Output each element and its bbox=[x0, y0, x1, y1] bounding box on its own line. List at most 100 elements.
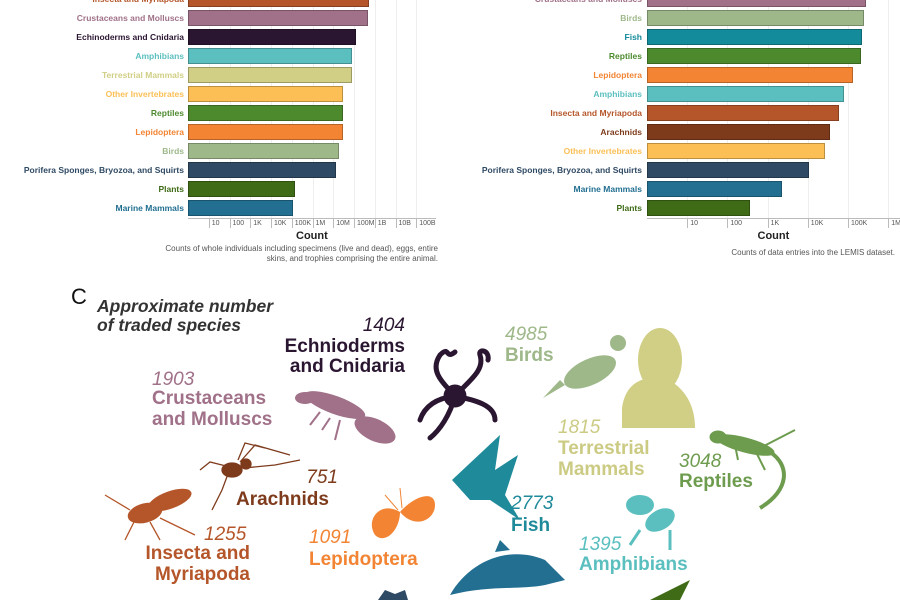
x-tick-label: 1K bbox=[770, 220, 780, 227]
x-axis-line bbox=[647, 218, 900, 219]
x-tick-label: 10K bbox=[274, 220, 287, 227]
x-tick-label: 100 bbox=[232, 220, 245, 227]
skunk-icon bbox=[622, 328, 695, 428]
panel-c-letter: C bbox=[71, 284, 87, 309]
crustaceans-count: 1903 bbox=[152, 369, 195, 390]
category-label: Insecta and Myriapoda bbox=[92, 0, 184, 4]
category-label: Terrestrial Mammals bbox=[101, 70, 184, 80]
category-label: Insecta and Myriapoda bbox=[550, 108, 642, 118]
chart-caption: skins, and trophies comprising the entir… bbox=[266, 253, 438, 263]
tick-mark bbox=[250, 219, 252, 228]
category-label: Lepidoptera bbox=[135, 127, 184, 137]
spider-icon bbox=[199, 442, 301, 511]
bar-insecta-and-myriapoda bbox=[647, 105, 840, 121]
bar-insecta-and-myriapoda bbox=[188, 0, 370, 7]
category-label: Birds bbox=[620, 13, 642, 23]
lepidoptera-name: Lepidoptera bbox=[309, 549, 418, 570]
crustaceans-name-line1: Crustaceans bbox=[152, 388, 267, 409]
bird-icon bbox=[543, 335, 626, 398]
tick-mark bbox=[271, 219, 272, 228]
x-axis-title: Count bbox=[296, 230, 328, 242]
x-tick-label: 10 bbox=[211, 220, 220, 227]
bar-birds bbox=[647, 10, 864, 26]
dolphin-icon bbox=[450, 540, 565, 595]
category-label: Plants bbox=[616, 203, 642, 213]
fish-count: 2773 bbox=[511, 493, 554, 514]
bar-arachnids bbox=[647, 124, 830, 140]
reptiles-count: 3048 bbox=[679, 451, 722, 472]
bar-amphibians bbox=[188, 48, 352, 64]
tick-mark bbox=[229, 219, 231, 228]
x-tick-label: 10B bbox=[398, 220, 411, 227]
fern-icon bbox=[650, 580, 690, 600]
birds-count: 4985 bbox=[505, 324, 548, 345]
bar-plants bbox=[647, 200, 750, 216]
x-tick-label: 10M bbox=[336, 220, 350, 227]
bar-marine-mammals bbox=[647, 181, 783, 197]
amphibians-name: Amphibians bbox=[579, 554, 688, 575]
x-axis-line bbox=[188, 218, 436, 219]
category-label: Porifera Sponges, Bryozoa, and Squirts bbox=[481, 165, 642, 175]
gridline bbox=[354, 0, 355, 218]
category-label: Reptiles bbox=[608, 51, 642, 61]
lepidoptera-count: 1091 bbox=[309, 527, 352, 548]
tick-mark bbox=[333, 219, 335, 228]
insecta-name-line1: Insecta and bbox=[145, 543, 250, 564]
category-label: Crustaceans and Molluscs bbox=[535, 0, 642, 4]
bar-porifera-sponges-bryozoa-and-squirts bbox=[188, 162, 336, 178]
tick-mark bbox=[848, 219, 849, 228]
amphibians-count: 1395 bbox=[579, 534, 622, 555]
tick-mark bbox=[416, 219, 418, 228]
panel-c-title-line1: Approximate number bbox=[97, 296, 273, 316]
gridline bbox=[395, 0, 397, 218]
category-label: Echinoderms and Cnidaria bbox=[76, 32, 184, 42]
sponge-icon bbox=[378, 590, 408, 600]
tick-mark bbox=[208, 219, 210, 228]
tick-mark bbox=[767, 219, 769, 228]
terrestrial-name-line1: Terrestrial bbox=[558, 438, 650, 459]
arachnids-count: 751 bbox=[306, 467, 338, 488]
crustaceans-name-line2: and Molluscs bbox=[152, 409, 273, 430]
category-label: Other Invertebrates bbox=[563, 146, 642, 156]
bar-marine-mammals bbox=[188, 200, 294, 216]
tick-mark bbox=[354, 219, 355, 228]
x-tick-label: 100 bbox=[730, 220, 743, 227]
bar-echinoderms-and-cnidaria bbox=[188, 29, 356, 45]
category-label: Birds bbox=[162, 146, 184, 156]
insect-icon bbox=[104, 488, 196, 541]
butterfly-icon bbox=[371, 487, 435, 539]
gridline bbox=[374, 0, 376, 218]
category-label: Porifera Sponges, Bryozoa, and Squirts bbox=[23, 165, 184, 175]
bar-terrestrial-mammals bbox=[188, 67, 352, 83]
x-tick-label: 1B bbox=[377, 220, 387, 227]
bar-lepidoptera bbox=[647, 67, 853, 83]
x-tick-label: 10 bbox=[690, 220, 698, 227]
tick-mark bbox=[395, 219, 397, 228]
category-label: Plants bbox=[158, 184, 184, 194]
gridline bbox=[848, 0, 849, 218]
insecta-name-line2: Myriapoda bbox=[154, 564, 250, 585]
brittle-star-icon bbox=[417, 348, 498, 441]
x-tick-label: 1M bbox=[315, 220, 326, 227]
bar-other-invertebrates bbox=[188, 86, 344, 102]
x-tick-label: 100K bbox=[294, 220, 312, 227]
bar-porifera-sponges-bryozoa-and-squirts bbox=[647, 162, 810, 178]
category-label: Fish bbox=[624, 32, 642, 42]
x-tick-label: 10K bbox=[810, 220, 824, 227]
tick-mark bbox=[687, 219, 689, 228]
category-label: Arachnids bbox=[600, 127, 642, 137]
chart-caption: Counts of data entries into the LEMIS da… bbox=[731, 248, 895, 257]
bar-crustaceans-and-molluscs bbox=[188, 10, 368, 26]
category-label: Amphibians bbox=[593, 89, 642, 99]
gridline bbox=[888, 0, 890, 218]
bar-crustaceans-and-molluscs bbox=[647, 0, 866, 7]
x-tick-label: 100M bbox=[357, 220, 375, 227]
bar-birds bbox=[188, 143, 339, 159]
bar-lepidoptera bbox=[188, 124, 344, 140]
fish-name: Fish bbox=[511, 515, 551, 536]
tick-mark bbox=[374, 219, 376, 228]
tick-mark bbox=[727, 219, 729, 228]
gridline bbox=[416, 0, 418, 218]
bar-plants bbox=[188, 181, 296, 197]
lobster-icon bbox=[295, 391, 396, 444]
